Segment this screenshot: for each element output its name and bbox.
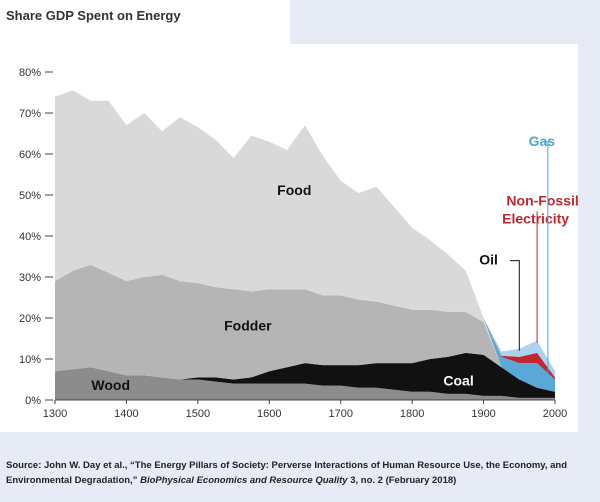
chart-areas bbox=[55, 90, 555, 400]
chart-annotations: Food Fodder Wood Coal Oil Non-Fossil Electrici… bbox=[91, 133, 578, 393]
x-tick-label-1400: 1400 bbox=[114, 408, 138, 420]
x-tick-label-1500: 1500 bbox=[186, 408, 210, 420]
annotation-non-fossil: Non-Fossil bbox=[506, 192, 578, 208]
chart-axes: 1300 1400 1500 1600 1700 1800 1900 2000 0% 10% 20%… bbox=[19, 67, 567, 420]
y-tick-label-50: 50% bbox=[19, 190, 41, 202]
source-prefix: Source: John W. Day et al., “The Energy … bbox=[6, 460, 568, 486]
x-tick-label-1600: 1600 bbox=[257, 408, 281, 420]
y-tick-label-0: 0% bbox=[25, 395, 41, 407]
annotation-gas: Gas bbox=[529, 133, 556, 149]
y-tick-label-40: 40% bbox=[19, 231, 41, 243]
source-suffix: 3, no. 2 (February 2018) bbox=[347, 475, 457, 486]
area-coal bbox=[55, 352, 555, 398]
annotation-food: Food bbox=[277, 182, 311, 198]
area-fodder bbox=[55, 264, 555, 392]
annotation-coal: Coal bbox=[443, 373, 473, 389]
x-tick-label-1700: 1700 bbox=[328, 408, 352, 420]
y-tick-label-30: 30% bbox=[19, 272, 41, 284]
leader-gas bbox=[542, 141, 549, 376]
title-bar: Share GDP Spent on Energy bbox=[0, 0, 290, 44]
y-tick-label-10: 10% bbox=[19, 354, 41, 366]
leader-oil bbox=[510, 260, 520, 351]
y-tick-label-20: 20% bbox=[19, 313, 41, 325]
source-citation: Source: John W. Day et al., “The Energy … bbox=[6, 458, 594, 488]
y-tick-label-70: 70% bbox=[19, 108, 41, 120]
source-journal: BioPhysical Economics and Resource Quali… bbox=[140, 475, 348, 486]
annotation-electricity: Electricity bbox=[502, 211, 569, 227]
x-tick-label-1800: 1800 bbox=[400, 408, 424, 420]
area-chart: 1300 1400 1500 1600 1700 1800 1900 2000 0% 10% 20%… bbox=[19, 67, 578, 420]
annotation-fodder: Fodder bbox=[224, 317, 272, 333]
area-oil bbox=[55, 90, 555, 392]
annotation-oil: Oil bbox=[479, 252, 498, 268]
y-tick-label-60: 60% bbox=[19, 149, 41, 161]
x-tick-label-1900: 1900 bbox=[471, 408, 495, 420]
area-food bbox=[55, 90, 555, 392]
x-tick-label-2000: 2000 bbox=[543, 408, 567, 420]
y-tick-label-80: 80% bbox=[19, 67, 41, 79]
annotation-wood: Wood bbox=[91, 377, 130, 393]
chart-title: Share GDP Spent on Energy bbox=[6, 8, 181, 23]
x-tick-label-1300: 1300 bbox=[43, 408, 67, 420]
plot-panel: 1300 1400 1500 1600 1700 1800 1900 2000 0% 10% 20%… bbox=[0, 44, 578, 432]
